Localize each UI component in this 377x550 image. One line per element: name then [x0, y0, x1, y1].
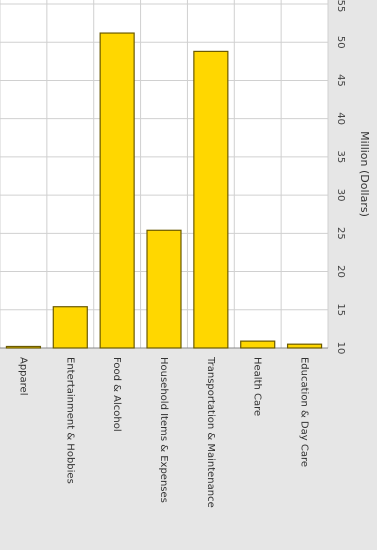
y-tick-label: 50: [335, 36, 346, 49]
bar: [99, 32, 135, 349]
y-axis-label: Million (Dollars): [358, 131, 371, 217]
bar: [286, 343, 323, 349]
bar: [240, 340, 276, 349]
y-tick-labels: 10 15 20 25 30 35 40 45 50 55: [335, 0, 346, 354]
bar: [52, 306, 88, 349]
x-tick-label: Food & Alcohol: [111, 357, 122, 432]
x-tick-label: Apparel: [17, 357, 28, 396]
y-tick-label: 20: [335, 265, 346, 278]
y-tick-label: 25: [335, 227, 346, 240]
x-tick-label: Transportation & Maintenance: [205, 356, 216, 508]
x-tick-label: Entertainment & Hobbies: [64, 357, 75, 484]
y-tick-label: 35: [335, 151, 346, 164]
bar: [193, 50, 229, 349]
x-tick-label: Education & Day Care: [299, 357, 310, 467]
y-tick-label: 55: [335, 0, 346, 12]
x-tick-label: Health Care: [252, 357, 263, 416]
x-tick-label: Household Items & Expenses: [158, 357, 169, 503]
y-tick-label: 45: [335, 74, 346, 87]
x-tick-labels: Apparel Entertainment & Hobbies Food & Alc…: [17, 356, 309, 508]
y-tick-label: 10: [335, 342, 346, 355]
bar: [5, 345, 42, 349]
bar: [146, 229, 182, 349]
y-tick-label: 15: [335, 303, 346, 316]
bars: [5, 32, 323, 349]
y-tick-label: 30: [335, 189, 346, 202]
grid-lines: [0, 0, 329, 349]
y-tick-label: 40: [335, 112, 346, 125]
